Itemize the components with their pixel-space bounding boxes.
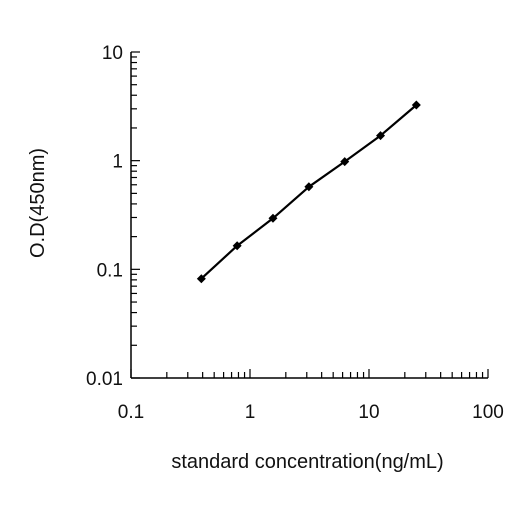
data-point	[232, 241, 242, 251]
y-tick-label: 0.1	[97, 260, 123, 281]
data-point	[268, 213, 278, 223]
data-point	[411, 100, 421, 110]
y-ticks: 0.01 0.1 1 10	[86, 43, 140, 390]
x-tick-label: 0.1	[118, 402, 144, 423]
axes	[130, 52, 488, 379]
y-tick-label: 10	[102, 43, 123, 64]
data-point	[196, 274, 206, 284]
x-axis-title: standard concentration(ng/mL)	[171, 451, 443, 473]
y-axis-title: O.D(450nm)	[27, 148, 49, 258]
y-tick-label: 1	[112, 152, 123, 173]
series-line	[200, 104, 418, 280]
data-point	[340, 157, 350, 167]
x-tick-label: 10	[358, 402, 379, 423]
x-ticks: 0.1 1 10 100	[118, 369, 504, 423]
data-point	[376, 131, 386, 141]
series-layer	[196, 100, 421, 284]
data-point	[304, 182, 314, 192]
x-tick-label: 100	[472, 402, 504, 423]
x-tick-label: 1	[245, 402, 256, 423]
y-tick-label: 0.01	[86, 369, 123, 390]
